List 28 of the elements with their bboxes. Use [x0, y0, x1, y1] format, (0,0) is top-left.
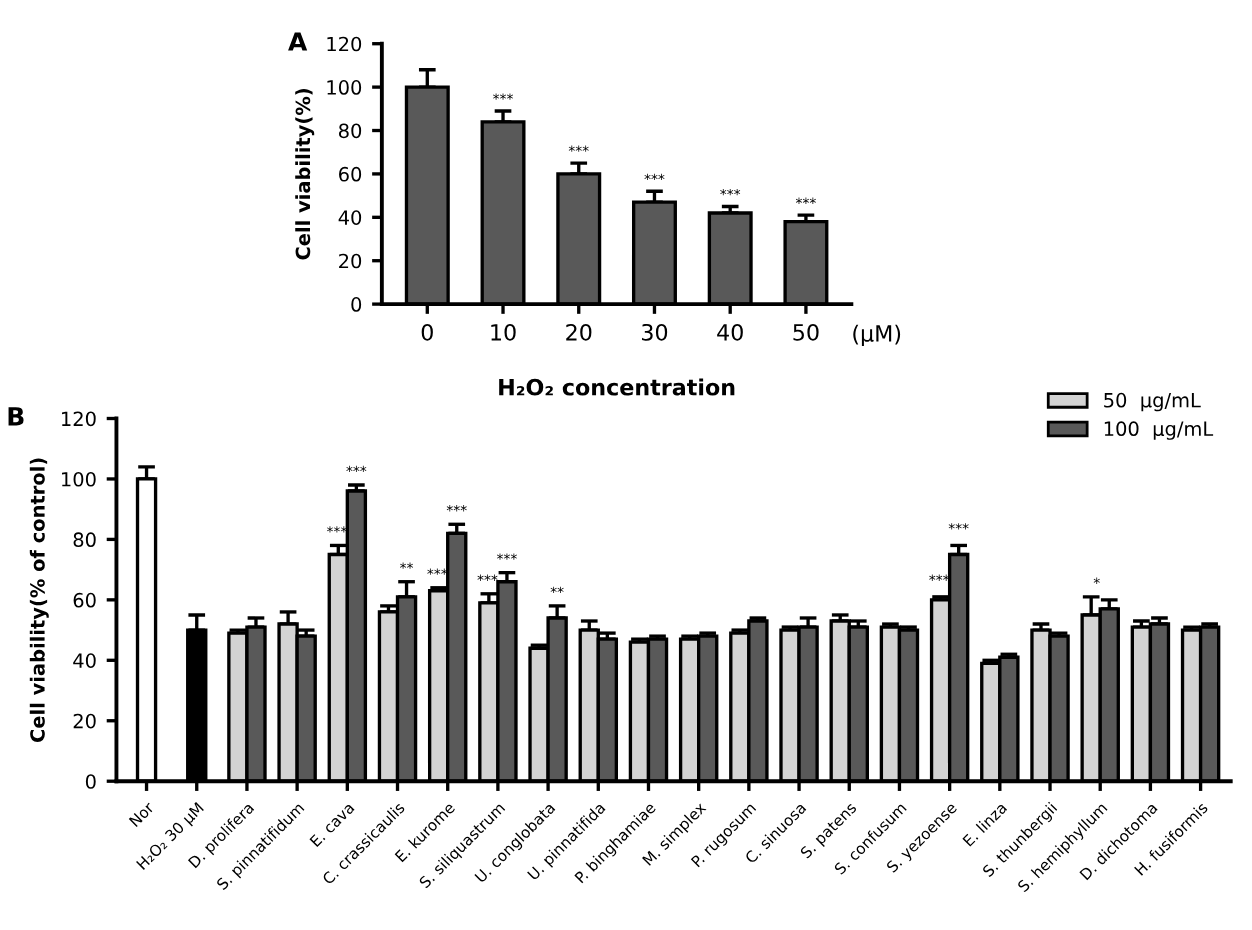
- x-tick-label: 50: [793, 323, 819, 341]
- y-tick-label: 40: [73, 653, 96, 668]
- x-tick-label: 30: [642, 323, 668, 341]
- legend-label: 100 μg/mL: [1104, 421, 1214, 440]
- chart-title: A: [288, 32, 308, 51]
- y-tick-label: 20: [73, 713, 96, 729]
- y-tick-label: 80: [73, 532, 96, 548]
- y-tick-label: 60: [339, 166, 362, 182]
- legend-label: 50 μg/mL: [1104, 392, 1201, 412]
- x-axis-title: H₂O₂ concentration: [499, 378, 735, 396]
- y-tick-label: 60: [73, 592, 96, 608]
- x-tick-label: 10: [491, 323, 516, 341]
- text: (μM): [853, 324, 901, 347]
- y-tick-label: 120: [327, 36, 362, 52]
- y-tick-label: 20: [339, 253, 362, 269]
- y-tick-label: 100: [62, 471, 96, 487]
- y-tick-label: 120: [62, 411, 96, 427]
- x-tick-label: 40: [717, 323, 743, 341]
- y-axis-title: Cell viability(%): [295, 89, 315, 260]
- y-tick-label: 40: [338, 210, 362, 225]
- chart-title: B: [8, 407, 24, 426]
- y-tick-label: 0: [85, 774, 96, 789]
- y-tick-label: 80: [338, 123, 362, 139]
- y-axis-title: Cell viability(% of control): [29, 458, 49, 742]
- y-tick-label: 100: [327, 80, 362, 95]
- y-tick-label: 0: [351, 297, 362, 312]
- x-tick-label: 0: [421, 323, 433, 341]
- x-tick-label: 20: [566, 323, 592, 341]
